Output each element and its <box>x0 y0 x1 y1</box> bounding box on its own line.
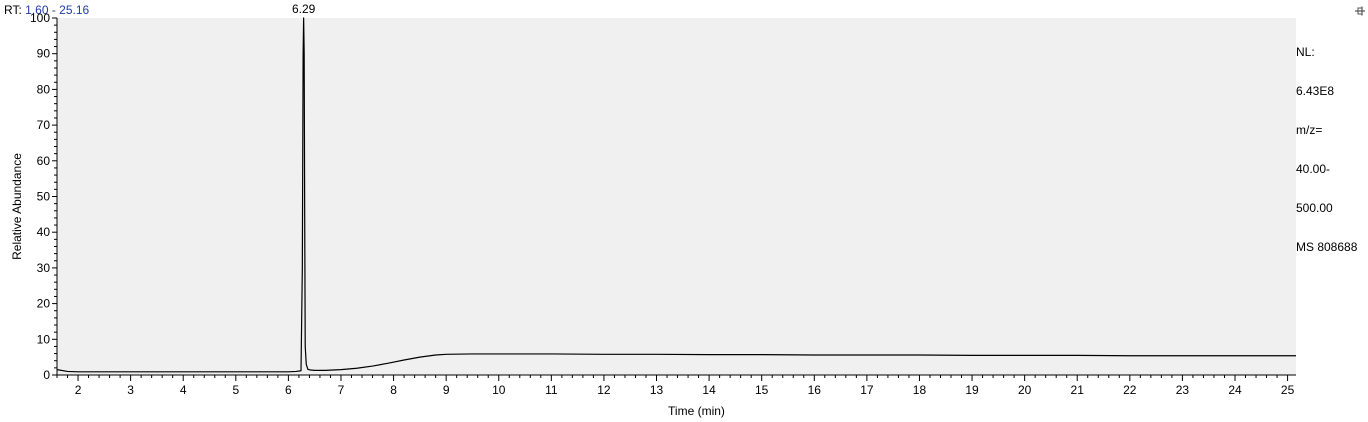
x-tick-label: 19 <box>965 383 979 397</box>
y-axis-title: Relative Abundance <box>10 153 24 260</box>
x-tick-label: 11 <box>545 383 558 397</box>
x-tick-label: 24 <box>1228 383 1242 397</box>
y-tick-label: 20 <box>37 297 51 311</box>
x-tick-label: 13 <box>650 383 664 397</box>
y-tick-label: 30 <box>37 261 51 275</box>
y-tick-label: 100 <box>30 11 50 25</box>
x-tick-label: 8 <box>390 383 397 397</box>
y-tick-label: 70 <box>37 118 51 132</box>
y-tick-label: 50 <box>37 190 51 204</box>
x-tick-label: 12 <box>597 383 611 397</box>
x-tick-label: 7 <box>338 383 345 397</box>
tic-trace-line <box>56 17 1296 373</box>
nl-label: NL: <box>1296 45 1315 59</box>
pin-icon[interactable] <box>1354 4 1366 16</box>
x-tick-label: 2 <box>75 383 82 397</box>
plot-area[interactable] <box>57 18 1296 375</box>
x-tick-label: 16 <box>808 383 822 397</box>
x-tick-label: 3 <box>127 383 134 397</box>
x-tick-label: 9 <box>443 383 450 397</box>
trace-info-panel: NL: 6.43E8 m/z= 40.00- 500.00 MS 808688 <box>1296 20 1357 267</box>
mz-low: 40.00- <box>1296 162 1331 176</box>
rt-range-value: 1.60 - 25.16 <box>25 3 90 17</box>
x-tick-label: 23 <box>1176 383 1190 397</box>
x-tick-label: 15 <box>755 383 769 397</box>
y-tick-label: 0 <box>43 368 50 382</box>
y-tick-label: 80 <box>37 82 51 96</box>
scan-filter: MS 808688 <box>1296 240 1358 254</box>
x-axis-title: Time (min) <box>668 404 725 418</box>
x-tick-label: 25 <box>1281 383 1295 397</box>
x-tick-label: 20 <box>1018 383 1032 397</box>
y-axis: 0 10 20 30 40 50 60 70 80 90 100 <box>30 11 58 382</box>
rt-range-header: RT: 1.60 - 25.16 <box>4 3 89 17</box>
trace-layer <box>56 17 1296 373</box>
x-tick-label: 21 <box>1071 383 1085 397</box>
x-tick-label: 5 <box>232 383 239 397</box>
nl-value: 6.43E8 <box>1296 84 1335 98</box>
y-tick-label: 60 <box>37 154 51 168</box>
x-axis: 2 3 4 5 6 7 8 9 10 11 12 13 14 15 16 17 18 19 20 21 22 23 24 25 <box>56 374 1296 397</box>
x-tick-label: 18 <box>913 383 927 397</box>
y-tick-label: 10 <box>37 332 51 346</box>
x-tick-label: 14 <box>702 383 716 397</box>
pin-icon-graphic <box>1355 6 1365 16</box>
x-tick-label: 10 <box>492 383 506 397</box>
x-tick-label: 22 <box>1123 383 1137 397</box>
rt-label: RT: <box>4 3 22 17</box>
peak-label-layer: 6.29 <box>292 2 316 16</box>
x-tick-label: 6 <box>285 383 292 397</box>
y-tick-label: 90 <box>37 47 51 61</box>
mz-label: m/z= <box>1296 123 1323 137</box>
y-tick-label: 40 <box>37 225 51 239</box>
x-tick-label: 4 <box>180 383 187 397</box>
mz-high: 500.00 <box>1296 201 1333 215</box>
peak-label: 6.29 <box>292 2 316 16</box>
x-tick-label: 17 <box>860 383 874 397</box>
